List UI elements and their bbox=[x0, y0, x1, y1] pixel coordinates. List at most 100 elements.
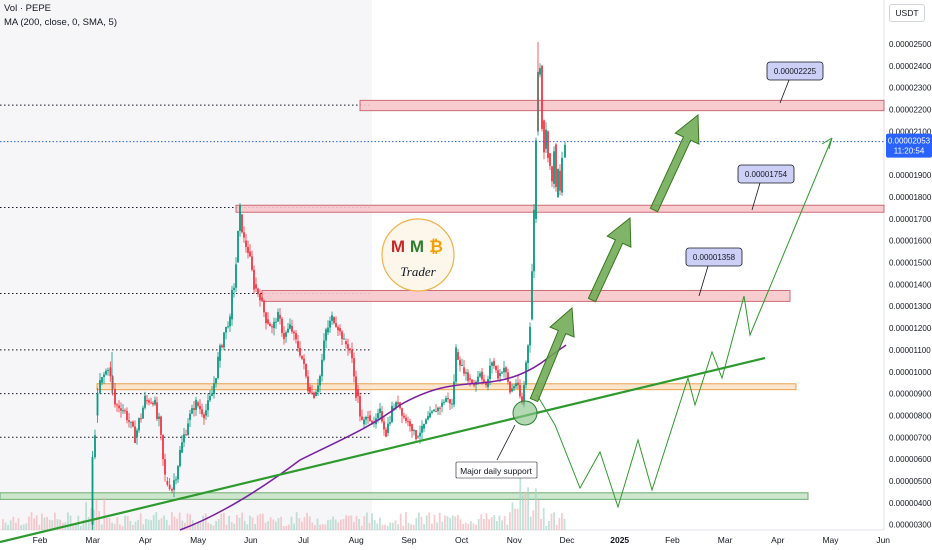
candle-body bbox=[245, 240, 247, 247]
volume-bar bbox=[449, 518, 451, 530]
resistance-label: 0.00002225 bbox=[774, 67, 817, 76]
candle-body bbox=[259, 293, 261, 301]
candle-body bbox=[94, 435, 96, 458]
volume-bar bbox=[470, 521, 472, 530]
volume-bar bbox=[524, 491, 527, 530]
candle-body bbox=[307, 376, 309, 392]
resistance-label-box bbox=[685, 247, 743, 267]
candle-body bbox=[359, 396, 361, 417]
volume-bar bbox=[399, 513, 402, 530]
x-axis-tick: Apr bbox=[139, 535, 152, 545]
candle-body bbox=[425, 419, 427, 424]
volume-indicator-label[interactable]: Vol · PEPE bbox=[4, 3, 51, 14]
volume-bar bbox=[111, 522, 113, 530]
volume-bar bbox=[74, 522, 77, 530]
volume-bar bbox=[85, 502, 87, 530]
volume-bar bbox=[25, 523, 28, 530]
projected-path bbox=[536, 137, 833, 509]
volume-bar bbox=[394, 520, 397, 530]
candle-body bbox=[154, 399, 156, 405]
price-tag-value: 0.00002053 bbox=[888, 137, 931, 146]
volume-bar bbox=[207, 522, 210, 530]
x-axis-tick: Feb bbox=[665, 535, 680, 545]
volume-bar bbox=[223, 512, 225, 530]
y-axis-tick: 0.00001400 bbox=[889, 280, 932, 289]
volume-bar bbox=[119, 524, 121, 530]
volume-bar bbox=[342, 519, 345, 530]
ma-indicator-label[interactable]: MA (200, close, 0, SMA, 5) bbox=[4, 17, 117, 28]
volume-bar bbox=[12, 516, 15, 530]
volume-bar bbox=[199, 521, 202, 530]
volume-bar bbox=[542, 508, 545, 530]
candle-body bbox=[301, 355, 303, 359]
volume-bar bbox=[129, 520, 132, 530]
support-annotation-box bbox=[455, 461, 538, 479]
candle-body bbox=[201, 409, 203, 415]
volume-bar bbox=[100, 524, 103, 530]
y-axis-tick: 0.00000300 bbox=[889, 521, 932, 530]
candle-body bbox=[239, 204, 241, 231]
candle-body bbox=[120, 408, 122, 411]
candle-body bbox=[497, 370, 499, 379]
volume-bar bbox=[428, 512, 431, 530]
candle-body bbox=[297, 341, 299, 349]
candle-body bbox=[323, 340, 325, 360]
volume-bar bbox=[327, 520, 329, 530]
candle-body bbox=[177, 466, 179, 480]
volume-bar bbox=[389, 522, 392, 530]
resistance-label: 0.00001754 bbox=[745, 170, 788, 179]
candle-body bbox=[263, 300, 265, 313]
candle-body bbox=[203, 414, 205, 419]
volume-bar bbox=[186, 513, 189, 530]
volume-bar bbox=[51, 520, 54, 530]
candle-body bbox=[455, 347, 457, 382]
candle-body bbox=[409, 421, 411, 427]
volume-bar bbox=[545, 525, 548, 530]
candle-body bbox=[371, 420, 373, 423]
volume-bar bbox=[561, 513, 563, 530]
volume-bar bbox=[17, 518, 20, 530]
x-axis-tick: Mar bbox=[718, 535, 733, 545]
candle-body bbox=[523, 384, 525, 405]
candle-body bbox=[271, 326, 273, 328]
volume-bar bbox=[316, 518, 319, 530]
candle-body bbox=[279, 314, 281, 319]
candle-body bbox=[381, 411, 383, 422]
volume-bar bbox=[360, 525, 363, 530]
volume-bar bbox=[558, 517, 561, 530]
candle-body bbox=[471, 379, 473, 384]
y-axis-tick: 0.00001600 bbox=[889, 237, 932, 246]
candle-body bbox=[136, 430, 138, 438]
candle-body bbox=[519, 385, 521, 397]
candle-body bbox=[219, 345, 221, 361]
candle-body bbox=[325, 329, 327, 341]
logo-word: Trader bbox=[400, 264, 436, 279]
candle-body bbox=[489, 365, 491, 380]
candle-body bbox=[431, 411, 433, 413]
candle-body bbox=[317, 385, 319, 392]
volume-bar bbox=[555, 525, 558, 530]
price-tag-countdown: 11:20:54 bbox=[894, 147, 925, 156]
candle-body bbox=[449, 399, 451, 404]
currency-button[interactable]: USDT bbox=[889, 4, 925, 22]
volume-bar bbox=[332, 516, 334, 530]
volume-bar bbox=[15, 522, 17, 530]
y-axis-tick: 0.00002400 bbox=[889, 62, 932, 71]
y-axis-tick: 0.00002300 bbox=[889, 84, 932, 93]
volume-bar bbox=[477, 518, 480, 530]
candle-body bbox=[215, 378, 217, 384]
volume-bar bbox=[28, 516, 30, 530]
y-axis-tick: 0.00002100 bbox=[889, 127, 932, 136]
volume-bar bbox=[267, 521, 269, 530]
x-axis-tick: Jun bbox=[876, 535, 890, 545]
candle-body bbox=[525, 362, 527, 385]
volume-bar bbox=[264, 522, 267, 530]
volume-bar bbox=[35, 515, 38, 530]
volume-bar bbox=[311, 522, 314, 530]
candle-body bbox=[261, 297, 263, 301]
resistance-label: 0.00001358 bbox=[693, 253, 736, 262]
candle-body bbox=[419, 432, 421, 437]
volume-bar bbox=[233, 523, 236, 530]
volume-bar bbox=[355, 515, 358, 530]
